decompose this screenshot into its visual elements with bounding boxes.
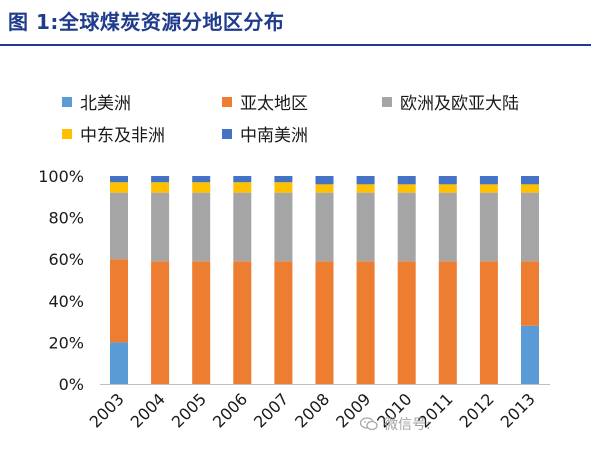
x-tick-label: 2006 [209, 389, 251, 431]
legend-swatch [62, 128, 72, 139]
legend-swatch [222, 128, 232, 139]
legend-item-europe-eurasia: 欧洲及欧亚大陆 [382, 89, 519, 114]
bar-segment [438, 184, 457, 193]
x-tick-label: 2007 [250, 389, 292, 431]
chart-title: 图 1:全球煤炭资源分地区分布 [8, 10, 285, 34]
wechat-icon [360, 417, 378, 431]
y-tick-label: 80% [48, 209, 84, 228]
bar-segment [397, 192, 416, 262]
x-tick-label: 2004 [127, 389, 169, 431]
bar-segment [110, 192, 128, 260]
bar-segment [315, 261, 334, 384]
legend-item-north-america: 北美洲 [62, 89, 131, 114]
bar-segment [192, 192, 211, 262]
legend-item-asia-pacific: 亚太地区 [222, 89, 308, 114]
bar-segment [274, 176, 293, 183]
bar-segment [110, 176, 128, 183]
bar-segment [479, 184, 498, 193]
title-underline [0, 44, 591, 46]
bar-segment [479, 176, 498, 185]
legend-swatch [62, 96, 72, 107]
bar-segment [356, 261, 375, 384]
bar-segment [521, 192, 539, 262]
bar-segment [192, 182, 211, 193]
bar-segment [110, 182, 128, 193]
x-tick-label: 2003 [86, 389, 128, 431]
bar-segment [397, 184, 416, 193]
y-tick-label: 20% [48, 333, 84, 352]
bar-segment [521, 176, 539, 185]
legend-label: 中南美洲 [240, 126, 308, 146]
x-tick-label: 2012 [456, 389, 498, 431]
bar-segment [479, 261, 498, 384]
bar-segment [397, 176, 416, 185]
bar-segment [151, 192, 170, 262]
bar-segment [192, 261, 211, 384]
bar-segment [110, 342, 128, 384]
legend-item-middle-east-africa: 中东及非洲 [62, 121, 165, 146]
bar-segment [479, 192, 498, 262]
legend-item-south-central-america: 中南美洲 [222, 121, 308, 146]
legend-label: 欧洲及欧亚大陆 [400, 94, 519, 114]
bar-segment [521, 184, 539, 193]
bar-segment [521, 261, 539, 326]
bar-segment [274, 182, 293, 193]
bar-segment [315, 192, 334, 262]
bar-segment [438, 176, 457, 185]
bar-segment [315, 176, 334, 185]
bar-segment [233, 192, 252, 262]
legend-swatch [222, 96, 232, 107]
bar-segment [356, 184, 375, 193]
bar-segment [438, 192, 457, 262]
x-tick-label: 2013 [497, 389, 539, 431]
bar-segment [315, 184, 334, 193]
y-tick-label: 60% [48, 250, 84, 269]
bar-segment [274, 261, 293, 384]
bar-segment [151, 176, 170, 183]
bar-segment [110, 259, 128, 343]
watermark: 微信号: [360, 414, 431, 434]
bar-segment [397, 261, 416, 384]
x-tick-label: 2008 [291, 389, 333, 431]
bar-segment [521, 325, 539, 384]
bar-segment [151, 182, 170, 193]
bar-segment [274, 192, 293, 262]
legend-label: 北美洲 [80, 94, 131, 114]
legend-label: 亚太地区 [240, 94, 308, 114]
bar-segment [233, 176, 252, 183]
bar-segment [192, 176, 211, 183]
bar-segment [356, 192, 375, 262]
legend-swatch [382, 96, 392, 107]
y-tick-label: 40% [48, 292, 84, 311]
y-tick-label: 100% [38, 167, 84, 186]
bar-segment [233, 261, 252, 384]
bar-segment [151, 261, 170, 384]
legend-label: 中东及非洲 [80, 126, 165, 146]
bar-segment [356, 176, 375, 185]
x-tick-label: 2005 [168, 389, 210, 431]
y-tick-label: 0% [59, 375, 84, 394]
watermark-text: 微信号: [384, 417, 431, 433]
bar-segment [438, 261, 457, 384]
bar-segment [233, 182, 252, 193]
